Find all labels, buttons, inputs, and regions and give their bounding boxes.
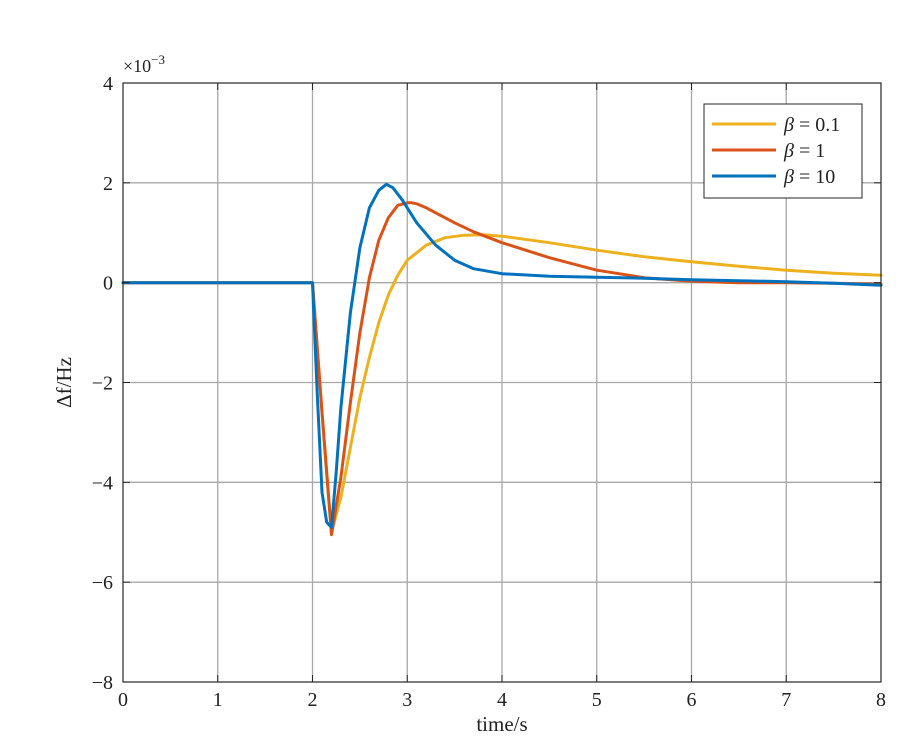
legend-label-1: β = 0.1 [783, 114, 840, 136]
legend-label-3: β = 10 [783, 166, 835, 188]
x-tick-label: 4 [497, 689, 507, 711]
y-tick-label: −2 [92, 373, 113, 395]
legend: β = 0.1 β = 1 β = 10 [703, 103, 863, 199]
legend-label-2: β = 1 [783, 140, 825, 162]
y-tick-label: −8 [92, 672, 113, 694]
x-tick-label: 0 [118, 689, 128, 711]
y-tick-label: 4 [103, 73, 113, 95]
axis-ticks: 0 1 2 3 4 5 6 7 8 −8 −6 −4 −2 0 2 4 [92, 73, 886, 711]
x-tick-label: 2 [308, 689, 318, 711]
x-tick-label: 6 [687, 689, 697, 711]
x-tick-label: 7 [781, 689, 791, 711]
series-lines [121, 182, 883, 537]
x-axis-title: time/s [476, 712, 527, 736]
series-line-1 [121, 233, 883, 534]
y-tick-label: 2 [103, 173, 113, 195]
x-tick-label: 1 [213, 689, 223, 711]
y-axis-title: Δf/Hz [52, 357, 76, 408]
y-tick-label: 0 [103, 273, 113, 295]
x-tick-label: 3 [402, 689, 412, 711]
series-line-3 [121, 182, 883, 529]
y-tick-label: −6 [92, 572, 113, 594]
y-axis-exponent: ×10−3 [123, 52, 165, 76]
x-tick-label: 8 [876, 689, 886, 711]
x-tick-label: 5 [592, 689, 602, 711]
y-tick-label: −4 [92, 472, 113, 494]
